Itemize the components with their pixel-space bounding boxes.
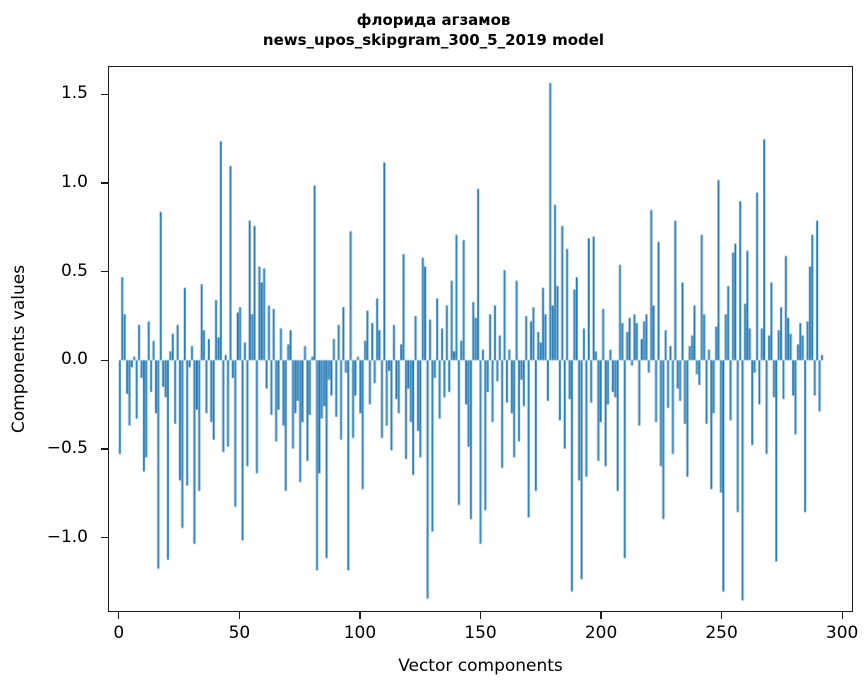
y-axis-label: Components values	[9, 264, 29, 434]
x-tick-label: 300	[825, 623, 859, 643]
x-tick-mark	[359, 612, 361, 619]
y-tick-mark	[101, 270, 108, 273]
bar-series-canvas	[109, 67, 852, 611]
y-tick-label: 1.0	[60, 172, 88, 192]
plot-area	[108, 66, 853, 612]
x-tick-label: 150	[464, 623, 497, 643]
x-tick-mark	[479, 612, 482, 619]
x-tick-mark	[118, 612, 120, 619]
x-tick-mark	[720, 612, 723, 619]
x-tick-label: 0	[113, 623, 125, 643]
y-tick-mark	[101, 182, 108, 184]
x-tick-label: 50	[228, 623, 251, 643]
x-tick-mark	[238, 612, 241, 619]
y-tick-label: 1.5	[60, 83, 88, 104]
y-tick-label: 0.5	[60, 260, 88, 281]
chart-title-line-2: news_upos_skipgram_300_5_2019 model	[262, 31, 605, 49]
y-tick-mark	[101, 93, 108, 95]
y-tick-mark	[101, 536, 108, 539]
x-tick-label: 100	[343, 623, 377, 643]
x-tick-mark	[841, 612, 843, 619]
x-axis-label: Vector components	[398, 656, 563, 676]
y-tick-mark	[101, 448, 108, 450]
x-tick-label: 200	[584, 623, 618, 643]
y-tick-label: 0.0	[60, 349, 88, 370]
y-tick-label: −1.0	[46, 526, 88, 547]
y-tick-mark	[101, 359, 108, 361]
x-tick-mark	[600, 612, 602, 619]
x-tick-label: 250	[705, 623, 738, 643]
chart-title-line-1: флорида агзамов	[356, 11, 511, 29]
chart-title: флорида агзамов news_upos_skipgram_300_5…	[0, 10, 867, 50]
y-tick-label: −0.5	[46, 437, 88, 458]
